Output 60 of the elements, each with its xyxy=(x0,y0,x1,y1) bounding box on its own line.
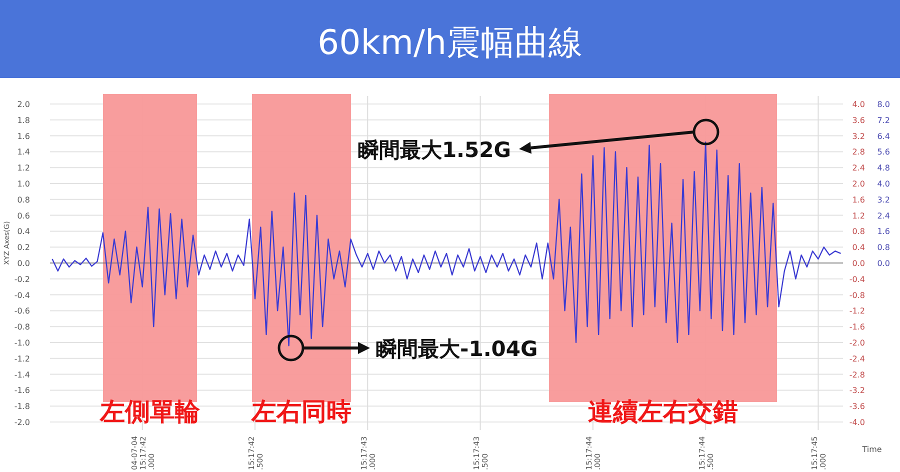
y-tick-label: 1.4 xyxy=(17,148,30,157)
y-tick-label: -0.6 xyxy=(14,306,30,316)
y-tick-label: -1.6 xyxy=(14,386,30,396)
y2-tick-label: 1.6 xyxy=(852,195,865,204)
annotation: 連續左右交錯 xyxy=(588,397,738,426)
y3-tick-label: 2.4 xyxy=(877,211,890,220)
y2-tick-label: 0.8 xyxy=(852,227,865,236)
y-tick-label: 0.0 xyxy=(17,259,30,268)
y2-tick-label: -1.2 xyxy=(849,306,865,316)
y3-tick-label: 6.4 xyxy=(877,132,890,141)
y2-tick-label: -4.0 xyxy=(849,418,865,427)
chart-title: 60km/h震幅曲線 xyxy=(317,23,583,63)
y2-tick-label: -3.6 xyxy=(849,402,865,412)
y3-tick-label: 1.6 xyxy=(877,227,890,236)
y-tick-label: 0.6 xyxy=(17,211,30,220)
y3-tick-label: 7.2 xyxy=(877,116,890,125)
y3-tick-label: 4.0 xyxy=(877,180,890,188)
y2-tick-label: 3.6 xyxy=(852,116,865,125)
y-tick-label: 1.0 xyxy=(17,180,30,188)
y-tick-label: -1.0 xyxy=(14,338,30,348)
y2-tick-label: -2.0 xyxy=(849,338,865,348)
y2-tick-label: 1.2 xyxy=(852,211,865,220)
y-tick-label: -0.2 xyxy=(14,274,30,284)
y2-tick-label: -0.4 xyxy=(849,274,865,284)
y-tick-label: -0.4 xyxy=(14,290,30,300)
y-tick-label: 2.0 xyxy=(17,100,30,109)
y2-tick-label: 0.0 xyxy=(852,259,865,268)
y2-tick-label: 4.0 xyxy=(852,100,865,109)
y-tick-label: 0.2 xyxy=(17,243,30,252)
y-tick-label: -1.2 xyxy=(14,354,30,364)
y2-tick-label: 2.8 xyxy=(852,148,865,157)
y2-tick-label: 0.4 xyxy=(852,243,865,252)
y2-tick-label: -3.2 xyxy=(849,386,865,396)
y2-tick-label: -2.8 xyxy=(849,370,865,380)
y2-tick-label: -0.8 xyxy=(849,290,865,300)
y3-tick-label: 4.8 xyxy=(877,164,890,173)
y-tick-label: 1.8 xyxy=(17,116,30,125)
y3-tick-label: 5.6 xyxy=(877,148,890,157)
y-tick-label: 0.4 xyxy=(17,227,30,236)
y-tick-label: -1.4 xyxy=(14,370,30,380)
y2-tick-label: 3.2 xyxy=(852,132,865,141)
y2-tick-label: -2.4 xyxy=(849,354,865,364)
y-tick-label: -1.8 xyxy=(14,402,30,412)
y-tick-label: 1.6 xyxy=(17,132,30,141)
y-tick-label: 0.8 xyxy=(17,195,30,204)
y3-tick-label: 0.8 xyxy=(877,243,890,252)
annotation: 左側單輪 xyxy=(99,397,201,426)
y-tick-label: 1.2 xyxy=(17,164,30,173)
y3-tick-label: 3.2 xyxy=(877,195,890,204)
annotation: 左右同時 xyxy=(250,397,352,426)
y2-tick-label: 2.0 xyxy=(852,180,865,188)
y2-tick-label: -1.6 xyxy=(849,322,865,332)
y3-tick-label: 0.0 xyxy=(877,259,890,268)
annotation: 瞬間最大-1.04G xyxy=(376,337,538,361)
y-tick-label: -2.0 xyxy=(14,418,30,427)
annotation: 瞬間最大1.52G xyxy=(358,138,511,162)
x-axis-title: Time xyxy=(861,445,882,454)
y3-tick-label: 8.0 xyxy=(877,100,890,109)
y-tick-label: -0.8 xyxy=(14,322,30,332)
y2-tick-label: 2.4 xyxy=(852,164,865,173)
